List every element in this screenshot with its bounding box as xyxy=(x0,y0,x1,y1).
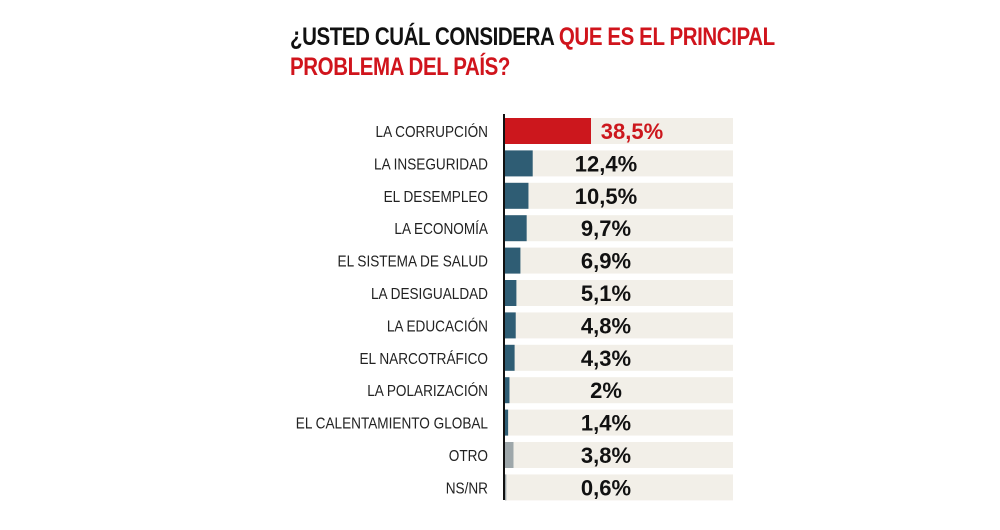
bar xyxy=(505,150,533,177)
chart-title: ¿USTED CUÁL CONSIDERA QUE ES EL PRINCIPA… xyxy=(290,22,775,82)
bar xyxy=(505,377,510,404)
category-label: OTRO xyxy=(449,448,488,465)
bar xyxy=(505,474,507,501)
title-part-3: PROBLEMA DEL PAÍS? xyxy=(290,53,511,81)
value-label: 10,5% xyxy=(575,184,637,209)
title-part-2: QUE ES EL PRINCIPAL xyxy=(558,23,775,51)
category-label: LA INSEGURIDAD xyxy=(374,156,488,173)
bar xyxy=(505,442,514,468)
bar-background xyxy=(505,344,733,371)
value-label: 5,1% xyxy=(581,281,631,306)
bar xyxy=(505,215,527,242)
title-part-1: ¿USTED CUÁL CONSIDERA xyxy=(290,23,559,51)
bar xyxy=(505,280,517,306)
bar xyxy=(505,344,515,371)
bar-background xyxy=(505,215,733,242)
bar-background xyxy=(505,247,733,274)
bar-background xyxy=(505,150,733,177)
category-label: EL DESEMPLEO xyxy=(384,189,488,206)
bar-background xyxy=(505,442,733,468)
value-label: 1,4% xyxy=(581,411,631,436)
category-label: LA CORRUPCIÓN xyxy=(376,123,488,141)
category-label: EL NARCOTRÁFICO xyxy=(359,350,488,368)
bar xyxy=(505,247,521,274)
bar-background xyxy=(505,312,733,339)
bar-background xyxy=(505,182,733,209)
value-label: 38,5% xyxy=(601,119,663,144)
bar xyxy=(505,182,529,209)
value-label: 12,4% xyxy=(575,151,637,176)
value-label: 2% xyxy=(590,378,622,403)
bar xyxy=(505,118,591,144)
bar-background xyxy=(505,377,733,404)
bar-background xyxy=(505,409,733,436)
category-label: EL CALENTAMIENTO GLOBAL xyxy=(296,416,488,433)
value-label: 3,8% xyxy=(581,443,631,468)
category-label: LA ECONOMÍA xyxy=(394,220,488,238)
category-label: EL SISTEMA DE SALUD xyxy=(338,254,488,271)
category-label: LA EDUCACIÓN xyxy=(387,317,488,335)
value-label: 4,8% xyxy=(581,313,631,338)
category-label: LA POLARIZACIÓN xyxy=(367,382,488,400)
value-label: 9,7% xyxy=(581,216,631,241)
bar-background xyxy=(505,474,733,501)
bar xyxy=(505,409,509,436)
value-label: 4,3% xyxy=(581,346,631,371)
bar-background xyxy=(505,280,733,306)
category-label: LA DESIGUALDAD xyxy=(371,286,488,303)
value-label: 0,6% xyxy=(581,475,631,500)
bar xyxy=(505,312,516,339)
value-label: 6,9% xyxy=(581,249,631,274)
category-label: NS/NR xyxy=(446,480,489,497)
